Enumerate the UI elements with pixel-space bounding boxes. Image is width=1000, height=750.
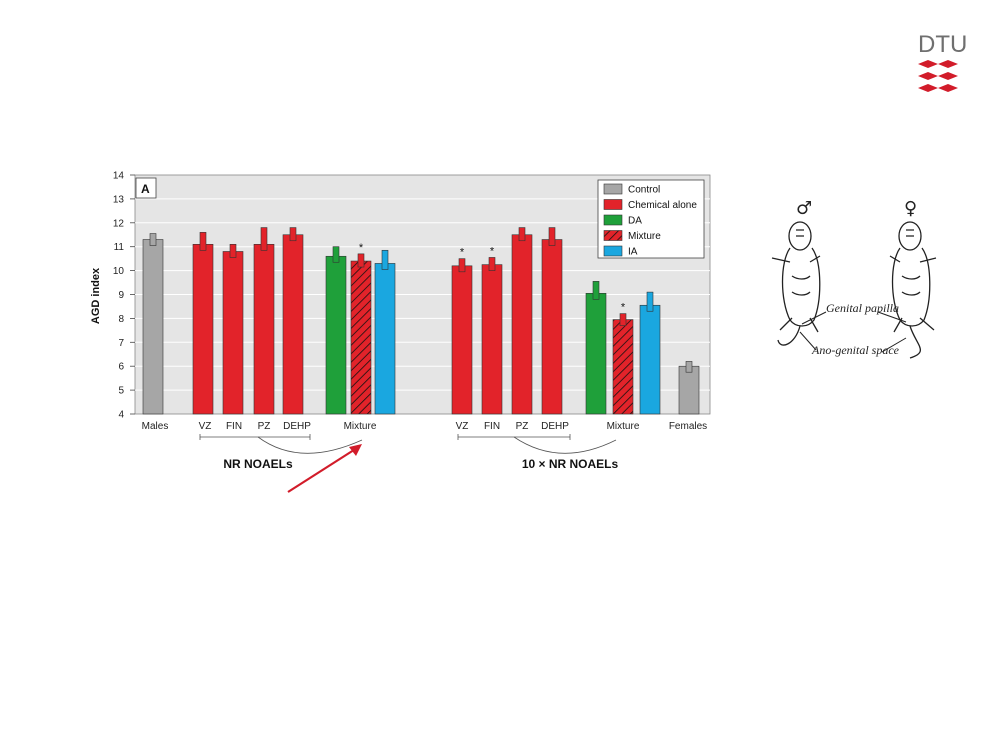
bar-fin2 [481,264,503,415]
legend-swatch [603,199,623,210]
logo-wave [918,60,958,68]
significance-star-mix1: * [359,242,364,254]
dtu-logo-text: DTU [918,31,967,58]
y-tick-label: 9 [118,290,124,301]
y-axis-label: AGD index [90,267,102,324]
bar-mix1 [350,260,372,415]
legend-entry: DA [628,216,642,227]
error-bar-dehp2 [548,227,556,246]
legend-swatch [603,183,623,195]
label-genital-papilla: Genital papilla [826,301,899,315]
pointer-lines [799,311,907,353]
legend-entry: Control [628,185,660,196]
error-bar-ia1 [381,249,389,270]
legend: Control Chemical alone DA Mixture IA [597,179,705,259]
category-label: Males [142,421,169,432]
error-bar-vz1 [199,232,207,251]
legend-swatch [603,230,623,241]
female-rat-drawing [889,221,937,359]
error-bar-mix2 [619,313,627,326]
category-label: Mixture [607,421,640,432]
dtu-logo: DTU [918,31,967,92]
y-tick-label: 6 [118,362,124,373]
female-symbol: ♀ [904,198,917,219]
red-arrow [287,444,362,493]
group-label-nr-noaels: NR NOAELs [223,457,293,471]
error-bar-mix1 [357,253,365,268]
category-labels: Males VZ FIN PZ DEHP Mixture VZ FIN PZ DEHP Mixtur… [142,421,708,432]
error-bar-pz1 [260,227,268,251]
bar-dehp1 [282,234,304,415]
y-tick-label: 11 [114,242,125,253]
category-label: VZ [199,421,212,432]
label-ano-genital-space: Ano-genital space [811,343,900,357]
category-label: FIN [484,421,500,432]
y-tick-label: 10 [113,266,125,277]
logo-wave [918,84,958,92]
error-bar-da2 [592,281,600,300]
y-tick-label: 14 [113,171,125,182]
category-label: Mixture [344,421,377,432]
significance-star-fin2: * [490,245,495,257]
bar-pz1 [253,244,275,415]
bar-ia1 [374,263,396,415]
panel-label: A [141,182,150,196]
y-tick-label: 7 [118,338,124,349]
bar-dehp2 [541,239,563,415]
legend-swatch [603,245,623,257]
logo-wave [918,72,958,80]
significance-star-vz2: * [460,247,465,259]
bars: * * * * [142,227,700,415]
rat-illustration: ♂ ♀ Genital papilla [771,198,937,359]
bar-vz1 [192,244,214,415]
male-rat-drawing [771,221,821,346]
group-brackets [199,434,617,454]
error-bar-females [685,361,693,373]
bar-vz2 [451,265,473,415]
y-tick-label: 8 [118,314,124,325]
legend-swatch [603,214,623,226]
category-label: DEHP [541,421,569,432]
error-bar-vz2 [458,258,466,273]
bar-females [678,365,700,415]
legend-entry: Chemical alone [628,200,697,211]
category-label: PZ [258,421,271,432]
y-tick-label: 12 [113,218,125,229]
legend-entry: IA [628,247,638,258]
connector-10x-nr-noaels [513,436,617,454]
error-bar-pz2 [518,227,526,242]
dtu-logo-waves [918,60,958,92]
category-label: VZ [456,421,469,432]
y-tick-label: 13 [113,194,125,205]
category-label: FIN [226,421,242,432]
panel-label-box [135,177,157,199]
category-label: PZ [516,421,529,432]
error-bar-da1 [332,246,340,263]
bar-mix2 [612,319,634,415]
bar-pz2 [511,234,533,415]
bar-fin1 [222,251,244,415]
y-tick-label: 5 [118,386,124,397]
y-tick-label: 4 [118,410,124,421]
y-axis-ticks: 4 5 6 7 8 9 10 11 12 13 14 [113,171,135,421]
category-label: Females [669,421,707,432]
bar-males [142,239,164,415]
error-bar-fin2 [488,257,496,271]
bar-da2 [585,293,607,415]
error-bar-dehp1 [289,227,297,242]
legend-entry: Mixture [628,231,661,242]
connector-nr-noaels [257,436,363,454]
error-bar-ia2 [646,291,654,312]
male-symbol: ♂ [796,198,812,219]
bar-ia2 [639,304,661,415]
error-bar-males [149,233,157,246]
category-label: DEHP [283,421,311,432]
bar-da1 [325,255,347,415]
error-bar-fin1 [229,244,237,258]
group-label-10x-nr-noaels: 10 × NR NOAELs [522,457,619,471]
agd-bar-chart: 4 5 6 7 8 9 10 11 12 13 14 AGD index * * * * Males VZ F… [90,171,711,493]
significance-star-mix2: * [621,302,626,314]
